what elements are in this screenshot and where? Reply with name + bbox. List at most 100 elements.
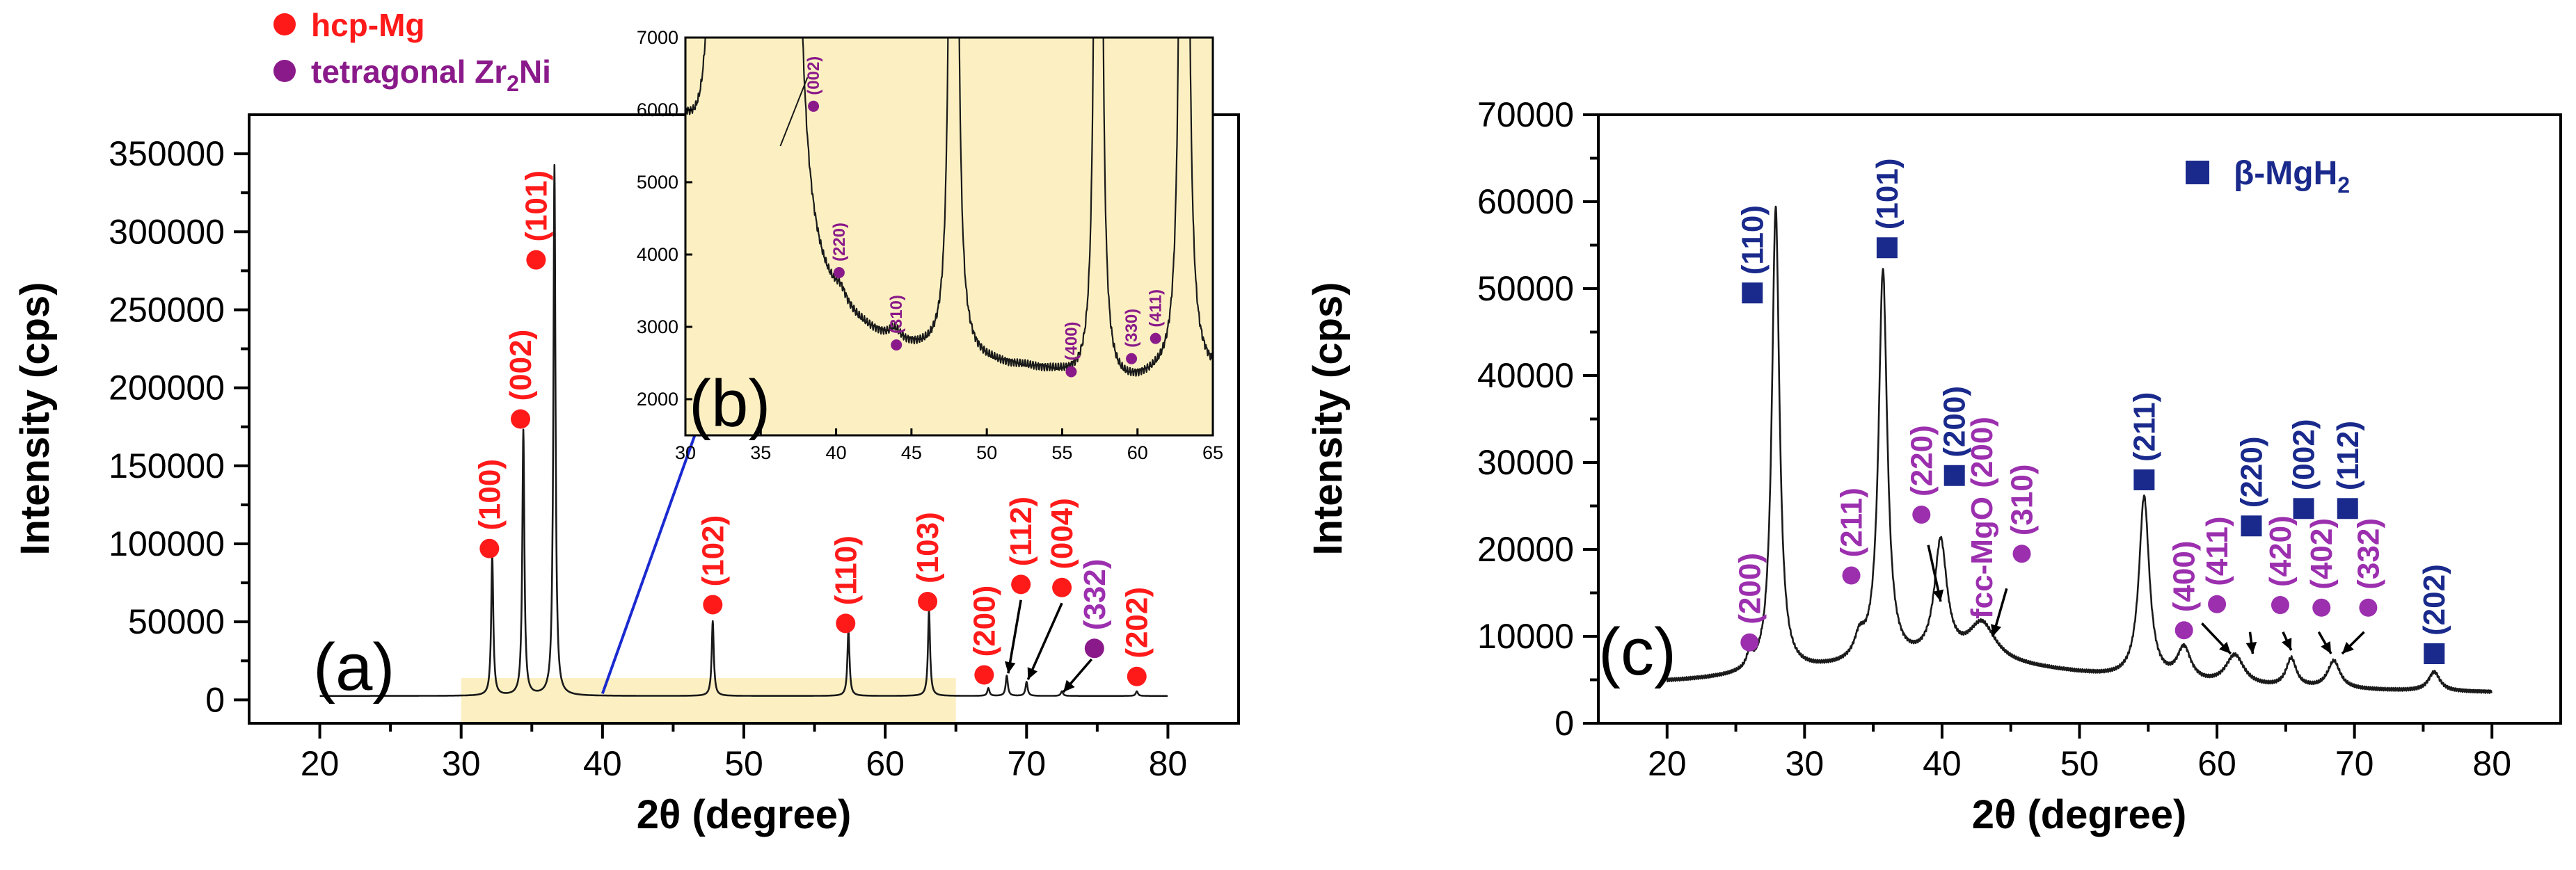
marker-zr2ni-b [1150, 332, 1161, 344]
y-tick-label-c: 50000 [1477, 269, 1574, 308]
marker-zr2ni-c [1740, 633, 1759, 652]
marker-mg [703, 595, 723, 615]
marker-mg [511, 409, 531, 429]
y-ticks-b: 2000 3000 4000 5000 6000 7000 [637, 27, 692, 410]
y-tick-label-c: 30000 [1477, 443, 1574, 482]
pointer-arrowhead-c [2342, 642, 2354, 654]
legend-marker-mg [273, 13, 296, 35]
legend-marker-mgh2 [2186, 161, 2209, 184]
pointer-arrowhead-a [1027, 667, 1038, 680]
xrd-trace-a [319, 163, 1168, 697]
y-tick-label-b: 5000 [637, 172, 678, 193]
peak-label-b: (330) [1122, 309, 1141, 348]
peak-label-a: (002) [504, 330, 538, 401]
legend-marker-zr2ni [273, 60, 296, 82]
marker-zr2ni-c [2271, 596, 2289, 614]
peak-label-mgh2: (110) [1735, 205, 1770, 275]
marker-mgh2 [2241, 515, 2262, 537]
peak-label-zr2ni: (220) [1905, 425, 1939, 497]
y-tick-label-c: 40000 [1477, 356, 1574, 395]
marker-mgh2 [2337, 498, 2358, 519]
xrd-trace-c [1666, 205, 2492, 694]
x-tick-label-b: 60 [1127, 442, 1148, 463]
peak-label-a: (101) [519, 170, 553, 242]
x-tick-label-a: 70 [1007, 744, 1046, 783]
marker-zr2ni-c [2312, 598, 2331, 617]
chart-b-inset: (002) (220) (310) (400) (330) (411) 30 35 40 45 5… [637, 27, 1223, 463]
peak-label-b: (220) [830, 223, 849, 261]
marker-mgh2 [1742, 282, 1763, 304]
y-tick-label-a: 250000 [109, 290, 225, 329]
peak-label-zr2ni: (402) [2305, 518, 2339, 590]
marker-zr2ni-b [1126, 353, 1138, 364]
y-tick-label-a: 150000 [109, 446, 225, 485]
pointer-arrowhead-c [1990, 624, 2002, 636]
zoom-arrow [601, 389, 713, 695]
marker-mg [526, 250, 546, 270]
marker-mg [1052, 577, 1072, 597]
x-tick-label-a: 80 [1149, 744, 1188, 783]
peak-label-zr2ni: (420) [2264, 515, 2298, 587]
marker-zr2ni-c [2175, 621, 2193, 640]
panel-label-a: (a) [313, 630, 395, 704]
marker-mgh2 [2293, 498, 2314, 519]
y-tick-label-c: 10000 [1477, 617, 1574, 656]
x-tick-label-b: 65 [1202, 442, 1223, 463]
chart-c: (200)(110)(211)(101)(220)(200)fcc-MgO (2… [1305, 95, 2562, 837]
peak-label-mgh2: (101) [1870, 159, 1905, 230]
x-tick-label-c: 40 [1923, 744, 1962, 783]
x-tick-label-c: 20 [1648, 744, 1687, 783]
y-tick-label-c: 20000 [1477, 530, 1574, 569]
y-tick-label-a: 0 [205, 680, 225, 719]
y-tick-label-a: 300000 [109, 212, 225, 251]
y-ticks-a: 0 50000 100000 150000 200000 250000 300000 3500… [109, 134, 249, 719]
marker-mgh2 [1943, 465, 1965, 486]
y-axis-label-a: Intensity (cps) [13, 282, 58, 555]
x-axis-label-c: 2θ (degree) [1972, 792, 2187, 837]
y-tick-label-b: 2000 [637, 389, 678, 410]
peak-label-zr2ni: (411) [2200, 516, 2234, 586]
x-axis-label-a: 2θ (degree) [637, 792, 852, 837]
peak-label-a: (100) [472, 459, 507, 531]
y-tick-label-b: 7000 [637, 27, 678, 48]
pointer-arrowhead-a [1063, 679, 1075, 693]
peak-label-zr2ni: (332) [2351, 518, 2385, 590]
peak-label-a: (112) [1004, 497, 1038, 566]
x-tick-label-c: 60 [2197, 744, 2236, 783]
marker-mg [836, 613, 856, 634]
peak-label-mgh2: (112) [2331, 421, 2365, 490]
x-tick-label-a: 50 [724, 744, 763, 783]
y-tick-label-a: 200000 [109, 369, 225, 408]
peak-label-mgh2: (002) [2287, 419, 2321, 491]
panel-label-b: (b) [689, 366, 770, 441]
marker-mgh2 [2424, 643, 2445, 664]
y-tick-label-c: 0 [1555, 704, 1574, 743]
pointer-arrow-a [1026, 602, 1063, 680]
marker-zr2ni-c [1842, 566, 1861, 585]
x-tick-label-b: 45 [901, 442, 922, 463]
x-tick-label-c: 30 [1786, 744, 1824, 783]
leader-line-002 [779, 76, 809, 147]
y-tick-label-c: 70000 [1477, 95, 1574, 134]
x-tick-label-b: 35 [750, 442, 771, 463]
peak-label-a: (004) [1045, 498, 1079, 570]
x-tick-label-b: 55 [1051, 442, 1072, 463]
x-tick-label-a: 20 [301, 744, 340, 783]
peak-label-a: (200) [967, 586, 1001, 657]
y-tick-label-a: 350000 [109, 134, 225, 173]
pointer-arrowhead-c [2321, 641, 2332, 654]
annotations-a: (100) (002) (101) (102) (110) (103) (200)(112)… [472, 170, 1154, 693]
x-tick-label-c: 80 [2472, 744, 2511, 783]
marker-mg [1011, 574, 1031, 595]
y-tick-label-b: 3000 [637, 316, 678, 337]
marker-zr2ni-c [2359, 598, 2378, 617]
x-ticks-c: 20 30 40 50 60 70 80 [1648, 723, 2511, 783]
marker-zr2ni [1084, 638, 1104, 659]
peak-label-mgh2: (200) [1938, 386, 1972, 458]
x-ticks-b: 30 35 40 45 50 55 60 65 [675, 428, 1223, 463]
x-tick-label-a: 60 [866, 744, 905, 783]
peak-label-mgo: fcc-MgO (200) [1965, 417, 1999, 619]
y-axis-label-c: Intensity (cps) [1305, 282, 1351, 555]
pointer-arrowhead-c [2281, 638, 2292, 650]
